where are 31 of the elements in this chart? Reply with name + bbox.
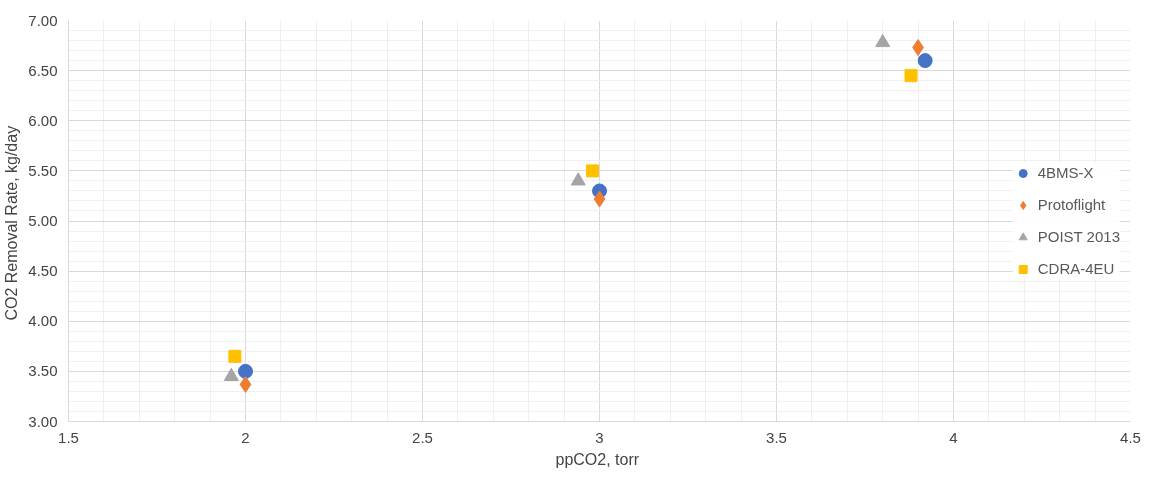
point <box>593 190 606 208</box>
point <box>570 172 586 186</box>
y-tick-label: 3.50 <box>28 362 58 380</box>
x-tick-label: 1.5 <box>58 428 79 446</box>
x-tick-label: 4 <box>949 428 958 446</box>
y-tick-label: 4.50 <box>28 262 58 280</box>
point <box>223 367 239 381</box>
legend-label: POIST 2013 <box>1037 228 1120 245</box>
y-tick-label: 3.00 <box>28 412 58 430</box>
y-axis-title: CO2 Removal Rate, kg/day <box>3 125 21 321</box>
point <box>239 375 252 393</box>
y-tick-label: 6.00 <box>28 111 58 129</box>
legend-label: Protoflight <box>1037 196 1106 213</box>
x-tick-label: 3.5 <box>766 428 787 446</box>
point <box>238 363 253 379</box>
y-tick-label: 5.50 <box>28 161 58 179</box>
legend-label: CDRA-4EU <box>1037 260 1115 277</box>
x-tick-label: 2.5 <box>412 428 433 446</box>
x-tick-label: 2 <box>241 428 250 446</box>
legend-label: 4BMS-X <box>1037 164 1094 181</box>
y-tick-label: 6.50 <box>28 61 58 79</box>
point <box>904 69 918 83</box>
point <box>917 53 933 69</box>
x-tick-label: 3 <box>595 428 604 446</box>
point <box>228 349 242 363</box>
y-tick-label: 5.00 <box>28 212 58 229</box>
y-tick-label: 7.00 <box>28 11 58 29</box>
x-tick-label: 4.5 <box>1120 428 1141 446</box>
point <box>585 164 599 178</box>
x-axis-title: ppCO2, torr <box>555 450 640 468</box>
y-tick-label: 4.00 <box>28 312 58 330</box>
